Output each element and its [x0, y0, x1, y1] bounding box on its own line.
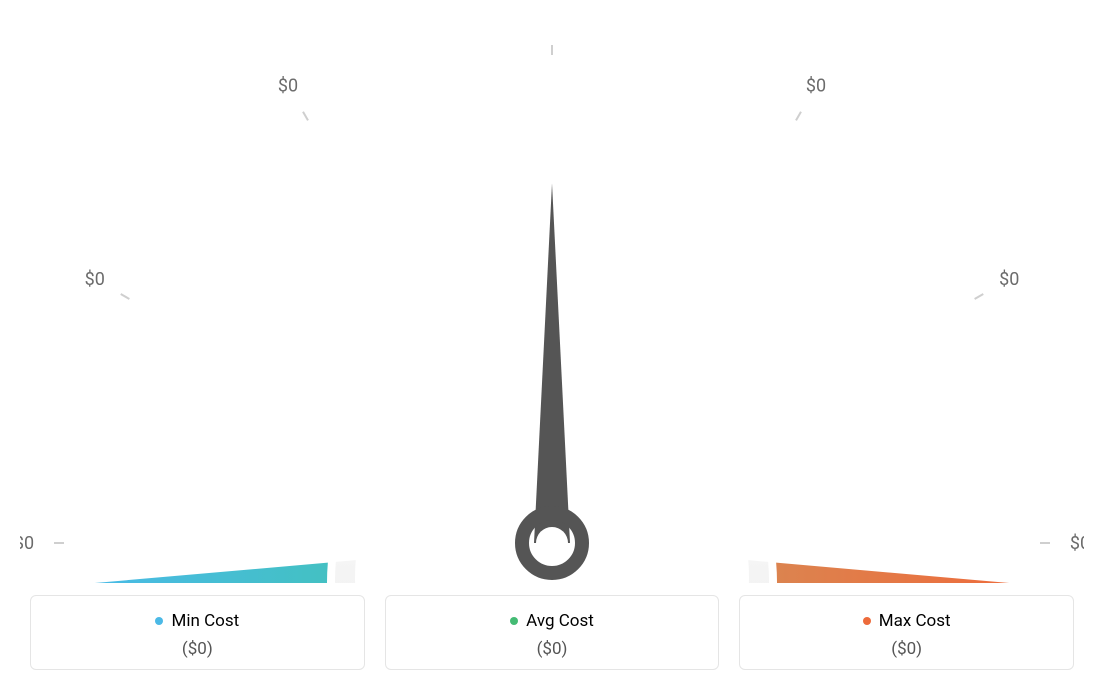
legend-value-min: ($0): [41, 639, 354, 659]
legend-dot-min: [155, 617, 163, 625]
svg-text:$0: $0: [85, 269, 105, 290]
legend-text-max: Max Cost: [879, 611, 951, 631]
legend-label-min: Min Cost: [155, 611, 239, 631]
legend-text-min: Min Cost: [171, 611, 239, 631]
svg-text:$0: $0: [1070, 533, 1084, 554]
legend-dot-avg: [510, 617, 518, 625]
svg-text:$0: $0: [278, 75, 298, 96]
cost-gauge-widget: $0 $0 $0 $0 $0 $0 $0 Min Cost ($0) Avg Cost ($…: [0, 0, 1104, 690]
legend-label-max: Max Cost: [863, 611, 951, 631]
gauge-chart: $0 $0 $0 $0 $0 $0 $0: [20, 10, 1084, 595]
legend-dot-max: [863, 617, 871, 625]
svg-text:$0: $0: [999, 269, 1019, 290]
svg-text:$0: $0: [20, 533, 34, 554]
legend-label-avg: Avg Cost: [510, 611, 594, 631]
legend-card-min: Min Cost ($0): [30, 595, 365, 670]
legend-text-avg: Avg Cost: [526, 611, 594, 631]
legend-value-max: ($0): [750, 639, 1063, 659]
legend-card-avg: Avg Cost ($0): [385, 595, 720, 670]
legend-value-avg: ($0): [396, 639, 709, 659]
svg-text:$0: $0: [542, 23, 562, 26]
legend-card-max: Max Cost ($0): [739, 595, 1074, 670]
gauge-svg: $0 $0 $0 $0 $0 $0 $0: [20, 23, 1084, 583]
svg-text:$0: $0: [806, 75, 826, 96]
legend-row: Min Cost ($0) Avg Cost ($0) Max Cost ($0…: [20, 595, 1084, 670]
